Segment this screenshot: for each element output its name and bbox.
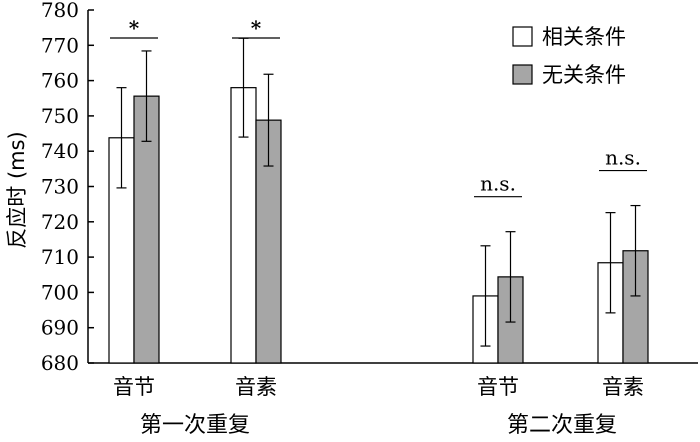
y-tick-label: 750	[41, 104, 79, 128]
y-ticks: 680 690 700 710 720 730 740 750 760 770 780	[41, 0, 94, 375]
x-category-label: 音节	[477, 375, 519, 399]
y-tick-label: 720	[41, 210, 79, 234]
legend-label: 无关条件	[542, 63, 626, 87]
x-category-label: 音素	[602, 375, 644, 399]
significance-label: *	[129, 16, 140, 40]
y-tick-label: 690	[41, 316, 79, 340]
bars	[108, 87, 649, 364]
x-group-labels: 第一次重复 第二次重复	[140, 413, 617, 438]
x-group-label: 第二次重复	[507, 413, 617, 438]
legend-swatch	[512, 64, 533, 85]
significance-label: n.s.	[480, 172, 516, 196]
y-tick-label: 780	[41, 0, 79, 22]
significance-markers: * * n.s. n.s.	[110, 16, 647, 198]
error-bars	[116, 37, 641, 347]
x-category-label: 音素	[235, 375, 277, 399]
y-axis-label: 反应时 (ms)	[5, 131, 29, 248]
y-tick-label: 760	[41, 69, 79, 93]
x-group-label: 第一次重复	[140, 413, 250, 438]
x-category-labels: 音节 音素 音节 音素	[113, 375, 644, 399]
legend-swatch	[512, 26, 533, 47]
significance-label: *	[251, 16, 262, 40]
y-tick-label: 730	[41, 175, 79, 199]
y-tick-label: 700	[41, 280, 79, 304]
y-tick-label: 680	[41, 351, 79, 375]
y-tick-label: 770	[41, 33, 79, 57]
bar	[133, 95, 160, 364]
y-tick-label: 740	[41, 139, 79, 163]
x-category-label: 音节	[113, 375, 155, 399]
legend-label: 相关条件	[542, 25, 626, 49]
y-tick-label: 710	[41, 245, 79, 269]
significance-label: n.s.	[605, 146, 641, 170]
